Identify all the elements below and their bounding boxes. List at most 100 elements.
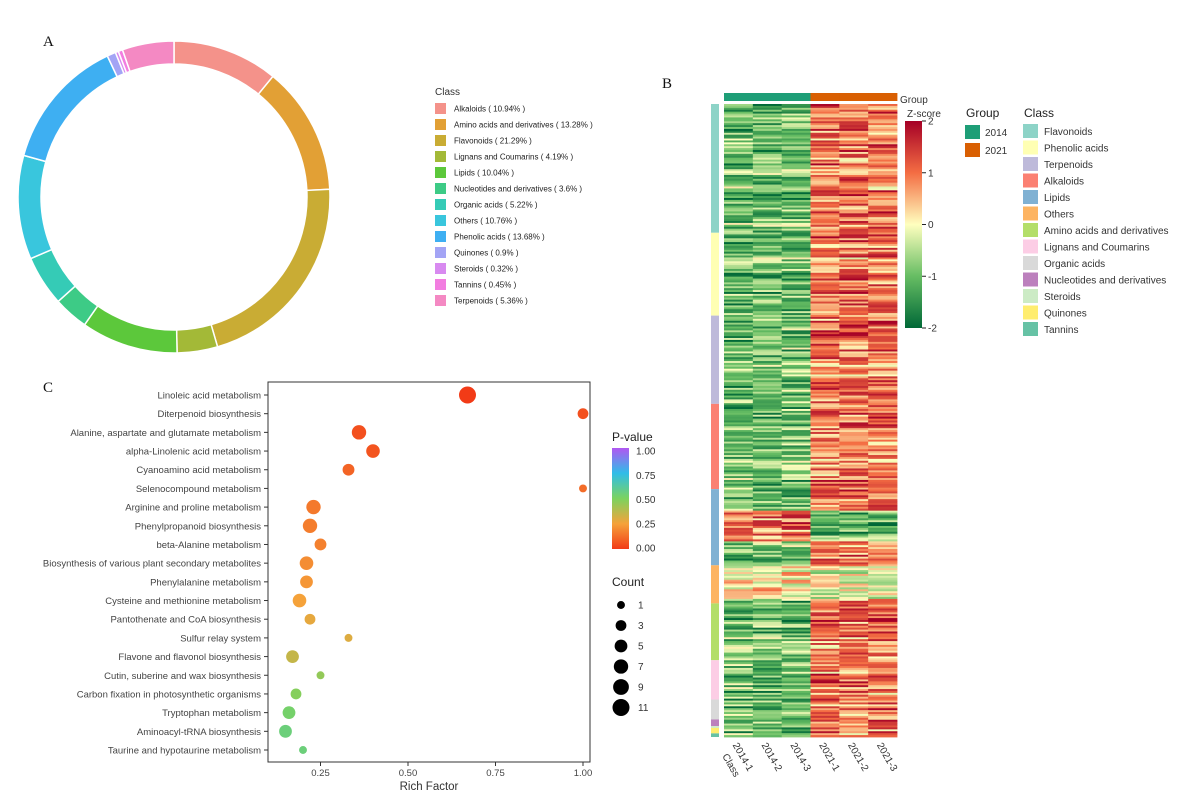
- heatmap-cell: [781, 138, 811, 141]
- heatmap-cell: [752, 679, 783, 682]
- heatmap-cell: [839, 313, 869, 316]
- heatmap-cell: [839, 435, 869, 439]
- heatmap-cell: [781, 704, 811, 707]
- heatmap-cell: [752, 357, 783, 360]
- bubble-alanine-aspartate-and-glutamate-metabolism: [351, 425, 367, 440]
- heatmap-cell: [752, 217, 783, 220]
- heatmap-cell: [839, 278, 869, 281]
- heatmap-cell: [839, 261, 869, 264]
- heatmap-cell: [868, 236, 898, 239]
- heatmap-cell: [724, 572, 754, 575]
- x-tick-label: 0.75: [486, 768, 505, 779]
- heatmap-cell: [724, 339, 754, 343]
- heatmap-cell: [810, 502, 840, 506]
- heatmap-cell: [810, 572, 840, 575]
- heatmap-cell: [868, 451, 898, 454]
- group-track-cell-2014-3: [781, 93, 811, 101]
- heatmap-cell: [752, 123, 783, 126]
- heatmap-cell: [810, 441, 840, 444]
- heatmap-cell: [752, 295, 783, 299]
- heatmap-cell: [839, 113, 869, 116]
- heatmap-cell: [752, 197, 783, 201]
- heatmap-cell: [810, 374, 840, 377]
- heatmap-cell: [781, 420, 811, 423]
- heatmap-cell: [752, 249, 783, 253]
- heatmap-cell: [752, 522, 783, 525]
- heatmap-cell: [868, 247, 898, 251]
- heatmap-cell: [781, 113, 811, 116]
- count-legend-title: Count: [612, 575, 645, 589]
- heatmap-cell: [724, 527, 754, 531]
- heatmap-cell: [724, 138, 754, 141]
- heatmap-cell: [752, 443, 783, 446]
- heatmap-cell: [810, 301, 840, 304]
- heatmap-cell: [724, 199, 754, 203]
- group-legend-label-2021: 2021: [985, 146, 1008, 157]
- heatmap-cell: [724, 497, 754, 500]
- heatmap-cell: [781, 713, 811, 717]
- heatmap-legends: Group Z-score Group Class Class 2014-1 20…: [719, 95, 1168, 779]
- heatmap-cell: [781, 650, 811, 653]
- heatmap-cell: [839, 105, 869, 109]
- heatmap-cell: [810, 109, 840, 113]
- heatmap-cell: [752, 612, 783, 615]
- heatmap-cell: [781, 336, 811, 339]
- heatmap-cell: [752, 552, 783, 556]
- heatmap-cell: [868, 151, 898, 155]
- heatmap-cell: [752, 735, 783, 738]
- heatmap-cell: [752, 322, 783, 325]
- heatmap-cell: [810, 481, 840, 485]
- heatmap-cell: [810, 435, 840, 439]
- heatmap-cell: [724, 301, 754, 304]
- heatmap-cell: [839, 478, 869, 481]
- heatmap-cell: [724, 397, 754, 400]
- heatmap-cell: [752, 568, 783, 571]
- heatmap-cell: [839, 549, 869, 552]
- heatmap-cell: [781, 115, 811, 118]
- heatmap-cell: [752, 610, 783, 613]
- pvalue-tick-label: 0.00: [636, 544, 656, 555]
- heatmap-cell: [724, 334, 754, 337]
- heatmap-cell: [752, 105, 783, 109]
- heatmap-cell: [781, 370, 811, 373]
- zscore-tick-label: -1: [928, 272, 937, 283]
- heatmap-cell: [868, 196, 898, 199]
- heatmap-cell: [781, 361, 811, 364]
- heatmap-cell: [781, 727, 811, 730]
- heatmap-cell: [839, 270, 869, 274]
- heatmap-cell: [724, 478, 754, 481]
- heatmap-cell: [839, 733, 869, 736]
- heatmap-cell: [781, 629, 811, 632]
- heatmap-cell: [724, 447, 754, 450]
- heatmap-cell: [868, 272, 898, 276]
- heatmap-cell: [752, 447, 783, 450]
- heatmap-cell: [839, 729, 869, 732]
- heatmap-cell: [810, 380, 840, 383]
- heatmap-cell: [868, 581, 898, 584]
- heatmap-cell: [724, 510, 754, 513]
- heatmap-cell: [752, 161, 783, 164]
- count-legend-label: 1: [638, 601, 644, 612]
- heatmap-cell: [781, 721, 811, 724]
- heatmap-cell: [752, 263, 783, 266]
- heatmap-cell: [724, 485, 754, 489]
- heatmap-cell: [752, 497, 783, 500]
- heatmap-cell: [839, 627, 869, 630]
- heatmap-cell: [839, 315, 869, 318]
- heatmap-cell: [781, 550, 811, 554]
- heatmap-cell: [752, 669, 783, 673]
- count-legend-dot: [613, 679, 629, 695]
- heatmap-cell: [781, 579, 811, 583]
- heatmap-cell: [724, 526, 754, 529]
- heatmap-cell: [810, 228, 840, 231]
- heatmap-cell: [724, 685, 754, 688]
- heatmap-cell: [868, 297, 898, 301]
- heatmap-cell: [810, 673, 840, 677]
- heatmap-cell: [752, 602, 783, 606]
- heatmap-cell: [868, 501, 898, 504]
- heatmap-cell: [839, 479, 869, 483]
- heatmap-cell: [781, 426, 811, 429]
- heatmap-cell: [810, 169, 840, 172]
- heatmap-cell: [724, 633, 754, 636]
